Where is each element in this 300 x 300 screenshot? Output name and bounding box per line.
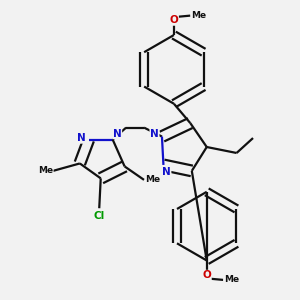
Text: Cl: Cl bbox=[94, 211, 105, 221]
Text: O: O bbox=[202, 270, 211, 280]
Text: N: N bbox=[162, 167, 171, 177]
Text: N: N bbox=[77, 133, 86, 143]
Text: Me: Me bbox=[38, 167, 53, 176]
Text: N: N bbox=[150, 129, 159, 139]
Text: O: O bbox=[169, 15, 178, 25]
Text: Me: Me bbox=[224, 275, 239, 284]
Text: N: N bbox=[113, 129, 122, 139]
Text: Me: Me bbox=[191, 11, 206, 20]
Text: Me: Me bbox=[146, 176, 160, 184]
